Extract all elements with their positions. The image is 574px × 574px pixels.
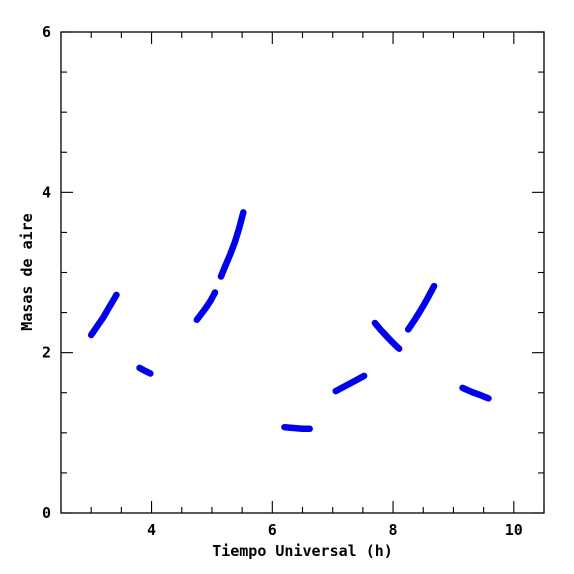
x-tick-label: 6	[268, 521, 277, 539]
data-segment-1	[87, 291, 120, 339]
x-tick-label: 4	[147, 521, 156, 539]
data-segment-9	[459, 384, 492, 402]
data-segment-2	[136, 364, 154, 377]
data-segment-6	[332, 372, 368, 395]
plot-frame	[60, 31, 545, 514]
data-segment-3	[193, 289, 219, 324]
y-tick-label: 0	[42, 504, 51, 522]
plot-area: 4 6 8 10 0 2 4 6	[42, 23, 545, 539]
y-tick-label: 4	[42, 183, 51, 201]
axis-ticks	[60, 31, 545, 514]
axis-tick-labels: 4 6 8 10 0 2 4 6	[42, 23, 523, 539]
x-tick-label: 8	[389, 521, 398, 539]
data-segment-8	[404, 282, 438, 333]
y-tick-label: 2	[42, 344, 51, 362]
data-segment-4	[217, 209, 247, 280]
data-segment-5	[281, 423, 313, 433]
data-segment-7	[371, 319, 403, 352]
x-axis-label: Tiempo Universal (h)	[212, 542, 393, 560]
y-axis-label: Masas de aire	[18, 213, 36, 330]
x-tick-label: 10	[505, 521, 523, 539]
data-series	[87, 209, 492, 433]
y-tick-label: 6	[42, 23, 51, 41]
